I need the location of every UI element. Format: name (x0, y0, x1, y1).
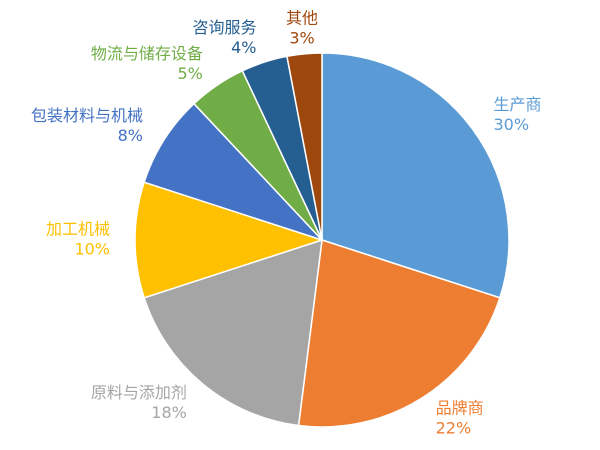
slice-value-label: 10% (74, 240, 110, 259)
slice-value-label: 8% (118, 126, 143, 145)
pie-slice (134, 181, 325, 299)
slice-label: 其他 (286, 8, 318, 27)
slice-label: 包装材料与机械 (31, 106, 143, 125)
slice-label: 物流与储存设备 (91, 44, 203, 63)
slice-label: 加工机械 (46, 220, 110, 239)
pie-slice (143, 238, 323, 427)
slice-value-label: 22% (436, 418, 472, 437)
slice-value-label: 3% (289, 28, 314, 47)
slice-label: 咨询服务 (192, 18, 256, 37)
slice-value-label: 30% (494, 115, 530, 134)
pie-slice (321, 52, 510, 299)
slice-label: 品牌商 (436, 398, 484, 417)
pie-slice (143, 102, 323, 241)
pie-slice (286, 52, 323, 241)
pie-slice (297, 239, 501, 428)
slice-value-label: 18% (151, 403, 187, 422)
slice-label: 生产商 (494, 95, 542, 114)
slice-value-label: 5% (177, 64, 202, 83)
slice-value-label: 4% (231, 38, 256, 57)
slice-label: 原料与添加剂 (91, 383, 187, 402)
